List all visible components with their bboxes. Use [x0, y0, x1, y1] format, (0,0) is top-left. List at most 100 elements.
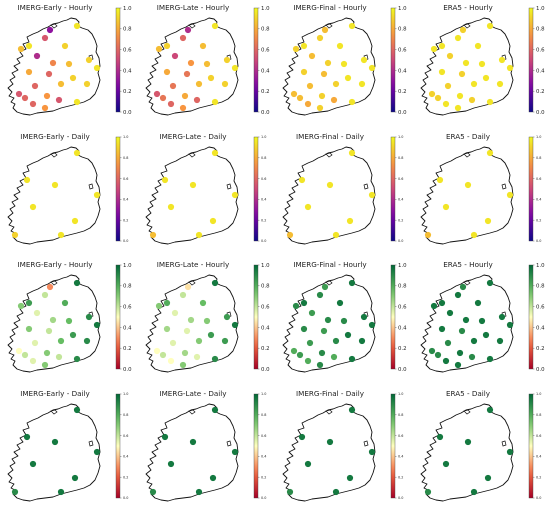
station-point: [195, 488, 202, 495]
map-panel: ERA5 - Daily 0.0 0.2 0.4 0.6 0.8 1.0: [413, 386, 548, 514]
station-point: [46, 26, 54, 34]
colorbar-tick-label: 1.0: [123, 392, 128, 396]
station-point: [161, 176, 168, 183]
station-point: [438, 325, 445, 333]
station-point: [61, 299, 69, 307]
station-point: [211, 22, 218, 30]
station-point: [482, 331, 489, 339]
panel-title: IMERG-Late - Hourly: [156, 3, 229, 12]
map-panel: IMERG-Final - Daily 0.0 0.2 0.4 0.6 0.8 1.0: [275, 129, 410, 257]
station-point: [292, 45, 300, 53]
station-point: [31, 82, 39, 90]
station-point: [358, 80, 366, 88]
colorbar-tick-label: 0.6: [536, 47, 545, 53]
panel-title: ERA5 - Hourly: [443, 260, 493, 269]
station-point: [183, 70, 190, 78]
station-point: [320, 327, 328, 335]
station-point: [221, 80, 228, 88]
lake-outline: [363, 440, 369, 446]
map-panel: IMERG-Final - Daily 0.0 0.2 0.4 0.6 0.8 1.0: [275, 386, 410, 514]
station-point: [332, 80, 340, 88]
station-point: [65, 317, 73, 325]
colorbar-tick-label: 0.8: [536, 27, 545, 33]
station-point: [506, 64, 513, 72]
colorbar-tick-label: 0.0: [398, 110, 407, 116]
station-point: [155, 45, 162, 53]
station-point: [211, 279, 218, 287]
station-point: [324, 59, 332, 67]
station-point: [486, 355, 493, 363]
station-point: [318, 349, 326, 357]
station-point: [316, 34, 324, 42]
island-outline: [145, 146, 238, 244]
colorbar-tick-label: 0.0: [261, 110, 270, 116]
colorbar-tick-label: 1.0: [261, 6, 270, 12]
map-panel: IMERG-Early - Daily 0.0 0.2 0.4 0.6 0.8 1.0: [0, 129, 135, 257]
lake-outline: [88, 183, 94, 189]
colorbar: [115, 264, 121, 370]
colorbar-tick-label: 1.0: [123, 135, 128, 139]
map-plot: IMERG-Final - Hourly 0.0 0.2 0.4 0.6 0.8 1.0: [282, 260, 407, 373]
station-point: [231, 321, 238, 329]
lake-outline: [187, 280, 196, 286]
station-point: [51, 181, 59, 188]
colorbar-tick-label: 0.6: [261, 304, 270, 310]
colorbar-tick-label: 0.0: [261, 239, 266, 243]
station-point: [207, 74, 214, 82]
station-point: [49, 316, 57, 324]
colorbar-tick-label: 0.8: [123, 284, 132, 290]
station-point: [468, 353, 475, 361]
station-point: [462, 316, 469, 324]
station-point: [73, 279, 81, 287]
station-point: [296, 94, 304, 102]
station-point: [368, 64, 376, 72]
colorbar-tick-label: 0.2: [261, 218, 266, 222]
map-plot: ERA5 - Daily 0.0 0.2 0.4 0.6 0.8 1.0: [420, 389, 541, 501]
station-point: [321, 283, 329, 291]
station-point: [29, 460, 37, 467]
island-outline: [282, 17, 376, 116]
colorbar-tick-label: 0.0: [536, 367, 545, 373]
station-point: [470, 80, 477, 88]
colorbar-tick-label: 0.4: [536, 325, 545, 331]
station-point: [167, 203, 174, 210]
station-point: [195, 231, 202, 238]
map-panel: ERA5 - Hourly 0.0 0.2 0.4 0.6 0.8 1.0: [413, 0, 548, 128]
colorbar: [253, 264, 258, 370]
station-point: [17, 302, 25, 310]
map-plot: IMERG-Final - Daily 0.0 0.2 0.4 0.6 0.8 1.0: [282, 132, 403, 244]
colorbar-tick-label: 0.2: [261, 346, 270, 352]
station-point: [163, 299, 170, 307]
station-point: [149, 488, 156, 495]
station-point: [459, 26, 466, 34]
station-point: [298, 433, 306, 440]
station-point: [330, 353, 338, 361]
map-panel: IMERG-Late - Hourly 0.0 0.2 0.4 0.6 0.8 1.0: [138, 257, 273, 385]
station-point: [161, 433, 168, 440]
station-point: [187, 316, 194, 324]
station-point: [464, 438, 471, 445]
station-point: [454, 291, 461, 299]
station-point: [442, 203, 449, 210]
colorbar-tick-label: 0.6: [398, 47, 407, 53]
colorbar-tick-label: 0.6: [261, 433, 266, 437]
station-point: [484, 217, 491, 224]
station-point: [23, 176, 31, 183]
colorbar-tick-label: 0.0: [123, 367, 132, 373]
map-panel: ERA5 - Hourly 0.0 0.2 0.4 0.6 0.8 1.0: [413, 257, 548, 385]
station-point: [486, 98, 493, 106]
panel-title: IMERG-Early - Daily: [20, 132, 90, 141]
station-point: [444, 339, 451, 347]
lake-outline: [462, 409, 471, 414]
station-point: [298, 176, 306, 183]
station-point: [33, 52, 41, 60]
colorbar-tick-label: 0.2: [123, 89, 132, 95]
lake-outline: [226, 440, 231, 446]
station-point: [73, 149, 81, 156]
station-point: [51, 438, 59, 445]
colorbar-tick-label: 1.0: [123, 263, 132, 269]
map-plot: ERA5 - Hourly 0.0 0.2 0.4 0.6 0.8 1.0: [420, 260, 545, 373]
colorbar-tick-label: 0.4: [123, 197, 128, 201]
station-point: [474, 299, 481, 307]
colorbar-tick-label: 0.0: [261, 496, 266, 500]
